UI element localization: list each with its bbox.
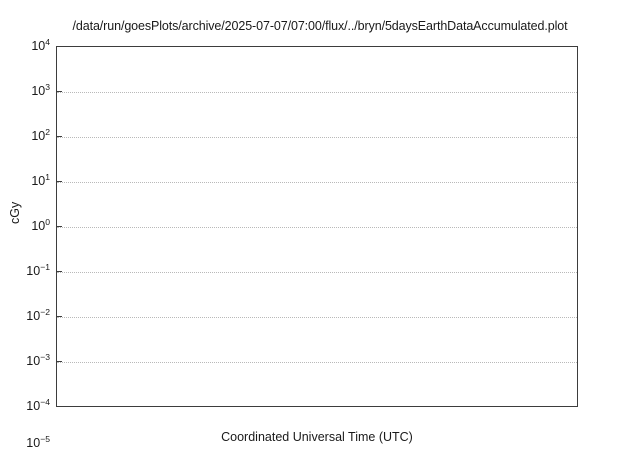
y-tick-mantissa: 10 bbox=[26, 309, 41, 323]
plot-area bbox=[56, 46, 578, 407]
y-tick-mantissa: 10 bbox=[31, 84, 46, 98]
y-tick-mark bbox=[56, 271, 62, 272]
x-axis-title: Coordinated Universal Time (UTC) bbox=[221, 430, 413, 444]
y-tick-label: 10−4 bbox=[4, 396, 50, 413]
y-tick-mantissa: 10 bbox=[31, 129, 46, 143]
y-tick-mantissa: 10 bbox=[31, 219, 46, 233]
y-tick-mark bbox=[56, 181, 62, 182]
y-tick-exponent: −3 bbox=[40, 351, 50, 362]
gridline-decade-0 bbox=[57, 227, 577, 228]
gridline-decade-2 bbox=[57, 137, 577, 138]
y-tick-mantissa: 10 bbox=[26, 264, 41, 278]
gridline-decade-m2 bbox=[57, 317, 577, 318]
y-tick-mark bbox=[56, 226, 62, 227]
gridline-decade-m3 bbox=[57, 362, 577, 363]
y-tick-exponent: −1 bbox=[40, 261, 50, 272]
y-tick-mark bbox=[56, 136, 62, 137]
y-tick-label-clipped: 10−5 bbox=[4, 433, 50, 450]
y-tick-label: 102 bbox=[4, 126, 50, 143]
y-tick-mantissa: 10 bbox=[31, 39, 46, 53]
y-tick-label: 103 bbox=[4, 81, 50, 98]
y-tick-exponent: 2 bbox=[45, 126, 50, 137]
y-tick-mark bbox=[56, 361, 62, 362]
y-tick-exponent: 3 bbox=[45, 81, 50, 92]
y-tick-exponent: −4 bbox=[40, 396, 50, 407]
page-title: /data/run/goesPlots/archive/2025-07-07/0… bbox=[72, 19, 568, 33]
y-tick-label: 101 bbox=[4, 171, 50, 188]
y-tick-mantissa: 10 bbox=[31, 174, 46, 188]
y-tick-mark bbox=[56, 91, 62, 92]
y-tick-exponent: 0 bbox=[45, 216, 50, 227]
gridline-decade-1 bbox=[57, 182, 577, 183]
y-tick-label: 10−2 bbox=[4, 306, 50, 323]
gridline-decade-m1 bbox=[57, 272, 577, 273]
y-tick-label: 100 bbox=[4, 216, 50, 233]
y-tick-exponent: −2 bbox=[40, 306, 50, 317]
y-tick-mantissa: 10 bbox=[26, 354, 41, 368]
y-tick-label: 10−3 bbox=[4, 351, 50, 368]
y-tick-mantissa: 10 bbox=[26, 436, 41, 450]
y-tick-exponent: −5 bbox=[40, 433, 50, 444]
y-tick-label: 10−1 bbox=[4, 261, 50, 278]
y-tick-mark bbox=[56, 316, 62, 317]
y-tick-exponent: 1 bbox=[45, 171, 50, 182]
y-tick-exponent: 4 bbox=[45, 36, 50, 47]
y-tick-mantissa: 10 bbox=[26, 399, 41, 413]
y-tick-label: 104 bbox=[4, 36, 50, 53]
y-axis-title: cGy bbox=[8, 201, 22, 224]
gridline-decade-3 bbox=[57, 92, 577, 93]
